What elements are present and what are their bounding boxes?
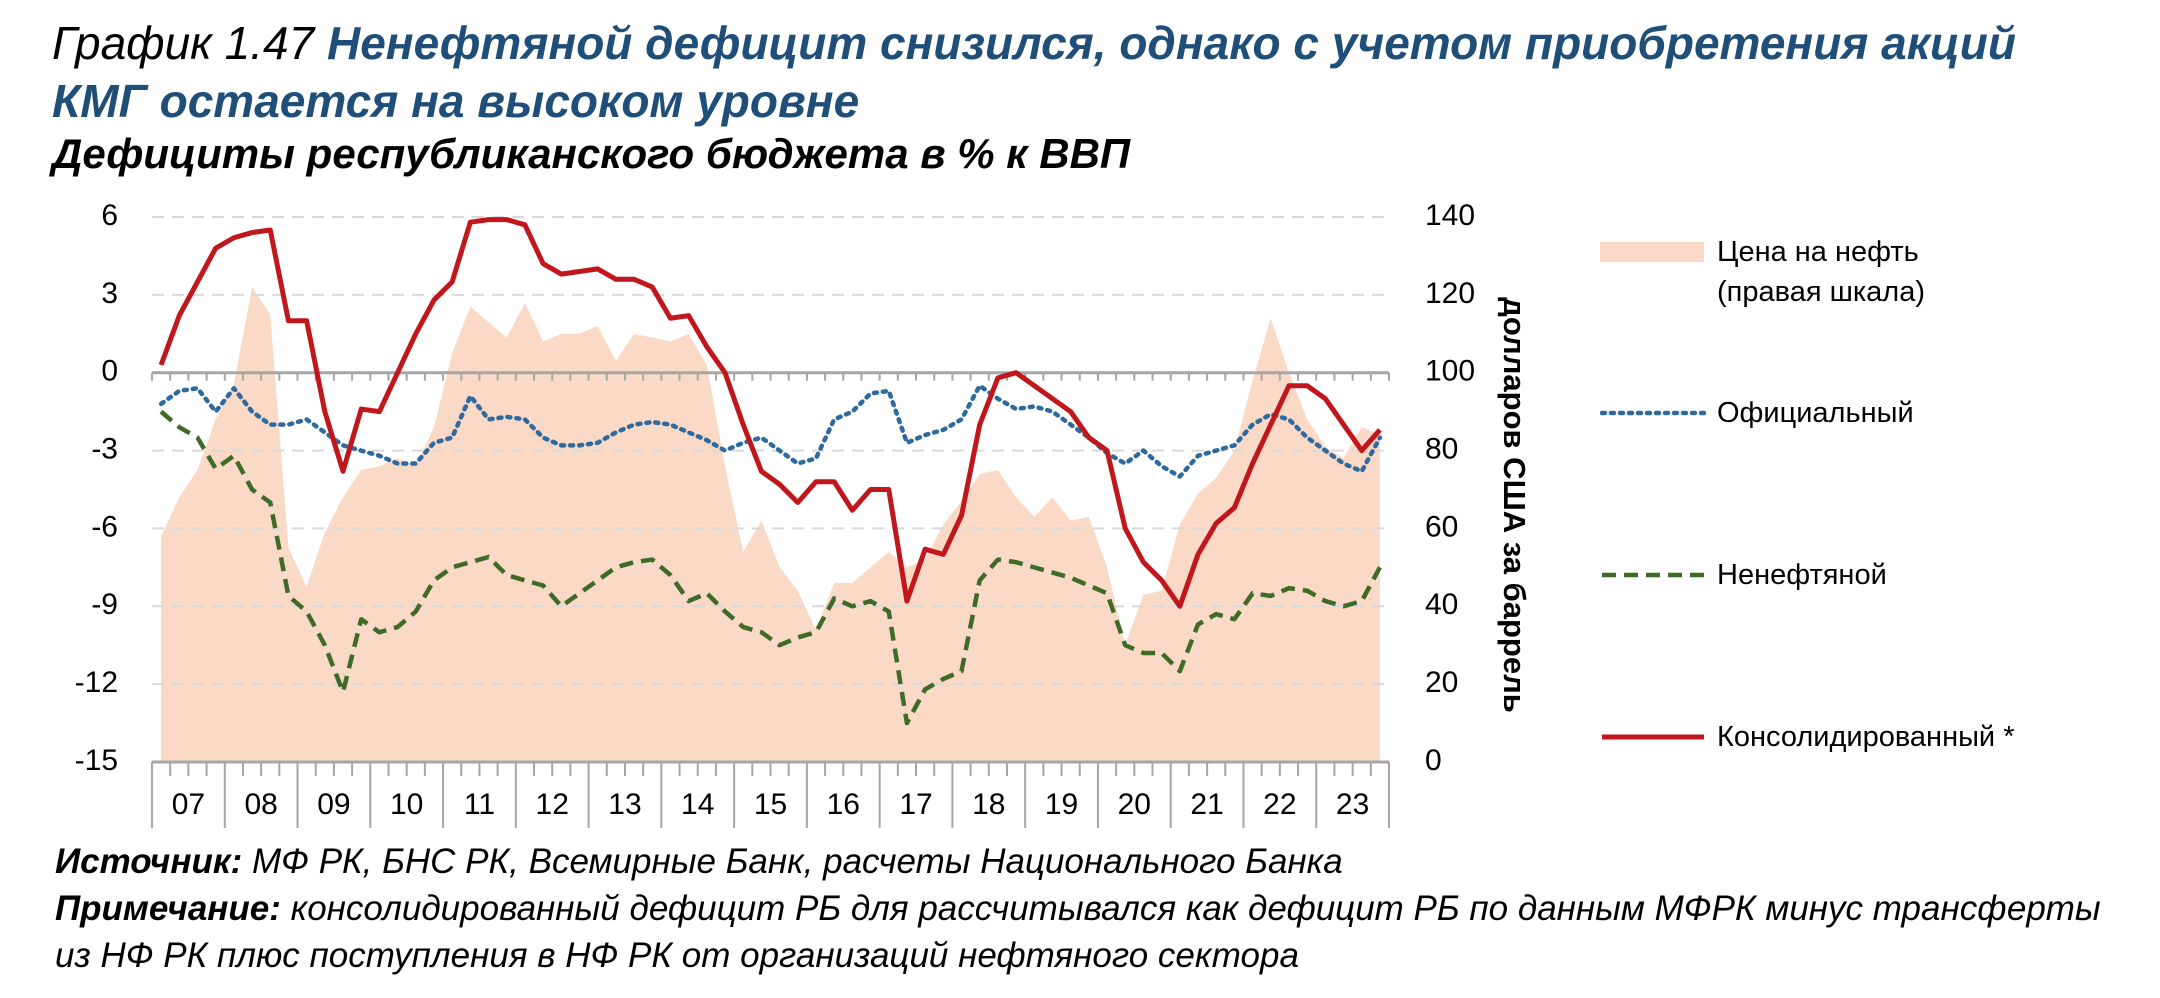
- y-tick-label: 3: [101, 277, 118, 310]
- figure-label: График 1.47: [52, 17, 315, 69]
- note: консолидированный дефицит РБ для рассчит…: [55, 889, 2101, 975]
- legend-swatch: [1602, 572, 1704, 578]
- y-tick-label: -15: [75, 744, 118, 777]
- x-tick-label: 14: [681, 788, 714, 821]
- chart-subtitle: Дефициты республиканского бюджета в % к …: [52, 130, 1131, 177]
- y2-tick-label: 60: [1425, 510, 1458, 543]
- y-tick-label: -6: [91, 510, 118, 543]
- x-tick-label: 10: [390, 788, 423, 821]
- y-tick-label: -12: [75, 666, 118, 699]
- x-tick-label: 13: [608, 788, 641, 821]
- chart-title: Ненефтяной дефицит снизился, однако с уч…: [52, 17, 2016, 127]
- title-block: График 1.47 Ненефтяной дефицит снизился,…: [52, 14, 2112, 130]
- y2-tick-label: 140: [1425, 199, 1475, 232]
- y-tick-label: 0: [101, 355, 118, 388]
- y2-axis-label: долларов США за баррель: [1497, 297, 1532, 713]
- y2-tick-label: 80: [1425, 432, 1458, 465]
- x-tick-label: 22: [1263, 788, 1296, 821]
- legend-swatch-fill: [1600, 242, 1704, 262]
- oil-price-area: [161, 287, 1380, 762]
- x-tick-label: 08: [244, 788, 277, 821]
- x-tick-label: 20: [1118, 788, 1151, 821]
- series-line: [158, 383, 1383, 479]
- legend-swatch: [1600, 410, 1707, 416]
- legend-swatch: [1600, 242, 1704, 262]
- y2-tick-label: 100: [1425, 355, 1475, 388]
- y-tick-label: -3: [91, 432, 118, 465]
- legend-label: Цена на нефть (правая шкала): [1717, 236, 1926, 308]
- source: МФ РК, БНС РК, Всемирные Банк, расчеты Н…: [252, 842, 1343, 881]
- x-tick-label: 12: [536, 788, 569, 821]
- x-tick-label: 15: [754, 788, 787, 821]
- y2-tick-label: 0: [1425, 744, 1442, 777]
- legend-label: Консолидированный *: [1717, 721, 2015, 753]
- y-tick-label: 6: [101, 199, 118, 232]
- x-tick-label: 16: [827, 788, 860, 821]
- x-tick-label: 17: [899, 788, 932, 821]
- x-tick-label: 19: [1045, 788, 1078, 821]
- note-label: Примечание:: [55, 889, 281, 928]
- footnotes: Источник: МФ РК, БНС РК, Всемирные Банк,…: [55, 838, 2135, 979]
- x-tick-label: 07: [172, 788, 205, 821]
- legend-swatch: [1602, 734, 1704, 740]
- y-tick-label: -9: [91, 588, 118, 621]
- x-tick-label: 21: [1190, 788, 1223, 821]
- y2-tick-label: 40: [1425, 588, 1458, 621]
- x-tick-label: 09: [317, 788, 350, 821]
- series-line: [158, 217, 1382, 609]
- y2-tick-label: 20: [1425, 666, 1458, 699]
- source-line: Источник: МФ РК, БНС РК, Всемирные Банк,…: [55, 838, 2135, 885]
- x-tick-label: 11: [464, 788, 495, 821]
- x-tick-label: 18: [972, 788, 1005, 821]
- y2-tick-label: 120: [1425, 277, 1475, 310]
- series-line: [159, 409, 1382, 726]
- source-label: Источник:: [55, 842, 243, 881]
- legend-label: Ненефтяной: [1717, 559, 1887, 591]
- note-line: Примечание: консолидированный дефицит РБ…: [55, 885, 2135, 979]
- legend-label: Официальный: [1717, 397, 1914, 429]
- x-tick-label: 23: [1336, 788, 1369, 821]
